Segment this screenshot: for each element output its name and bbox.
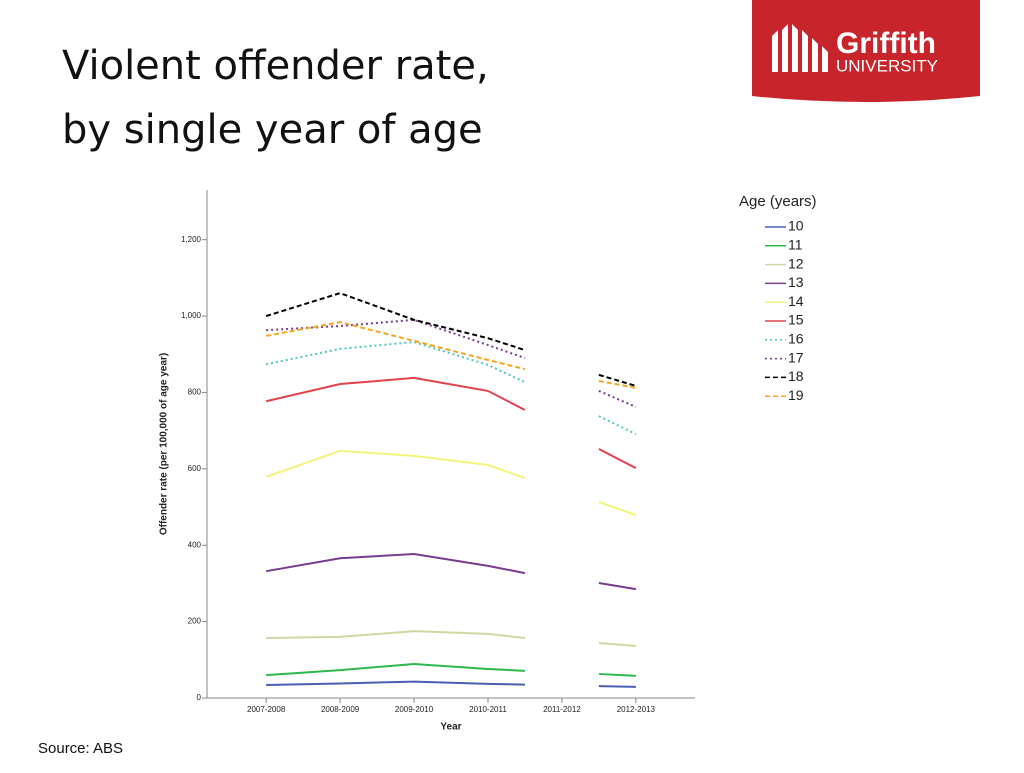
data-line [265, 376, 637, 469]
plot: 0 200 400 600 800 1,000 1,200 2007-2008 2008-200… [159, 190, 817, 733]
legend-label: 13 [788, 274, 804, 290]
x-tick-label: 2010-2011 [469, 705, 507, 714]
source: Source: ABS [38, 740, 123, 757]
logo-icon [772, 24, 828, 72]
y-tick-label: 200 [188, 617, 202, 626]
legend-label: 17 [788, 349, 804, 365]
data-line [265, 552, 637, 591]
legend-label: 12 [788, 255, 804, 271]
logo: Griffith UNIVERSITY [752, 0, 980, 102]
legend-label: 16 [788, 331, 804, 347]
y-tick-label: 800 [188, 388, 202, 397]
x-tick-label: 2009-2010 [395, 705, 434, 714]
legend: Age (years) 10 11 12 13 14 15 16 17 18 19 [739, 193, 817, 403]
x-axis-label: Year [440, 722, 461, 733]
logo-sub: UNIVERSITY [836, 56, 938, 75]
x-tick-label: 2012-2013 [617, 705, 656, 714]
data-line [265, 341, 637, 435]
title-line: Violent offender rate, [62, 43, 489, 89]
logo-name: Griffith [836, 27, 936, 60]
legend-label: 18 [788, 368, 804, 384]
data-line [265, 321, 637, 389]
legend-label: 11 [788, 237, 803, 253]
y-axis-label: Offender rate (per 100,000 of age year) [159, 353, 170, 535]
data-line [266, 630, 636, 648]
y-tick-label: 1,200 [181, 235, 202, 244]
legend-label: 19 [788, 387, 804, 403]
x-tick-label: 2007-2008 [247, 705, 286, 714]
data-line [265, 449, 637, 516]
y-tick-label: 1,000 [181, 311, 202, 320]
legend-label: 15 [788, 312, 804, 328]
logo-background [752, 0, 980, 102]
x-tick-label: 2008-2009 [321, 705, 360, 714]
data-line [265, 292, 637, 387]
title-line: by single year of age [62, 107, 483, 153]
legend-title: Age (years) [739, 193, 817, 210]
data-line [266, 318, 637, 408]
legend-label: 10 [788, 218, 804, 234]
x-tick-label: 2011-2012 [543, 705, 581, 714]
y-tick-label: 600 [188, 464, 202, 473]
y-tick-label: 0 [197, 693, 202, 702]
data-line [266, 680, 636, 688]
data-line [266, 663, 636, 677]
y-tick-label: 400 [188, 540, 202, 549]
legend-label: 14 [788, 293, 804, 309]
